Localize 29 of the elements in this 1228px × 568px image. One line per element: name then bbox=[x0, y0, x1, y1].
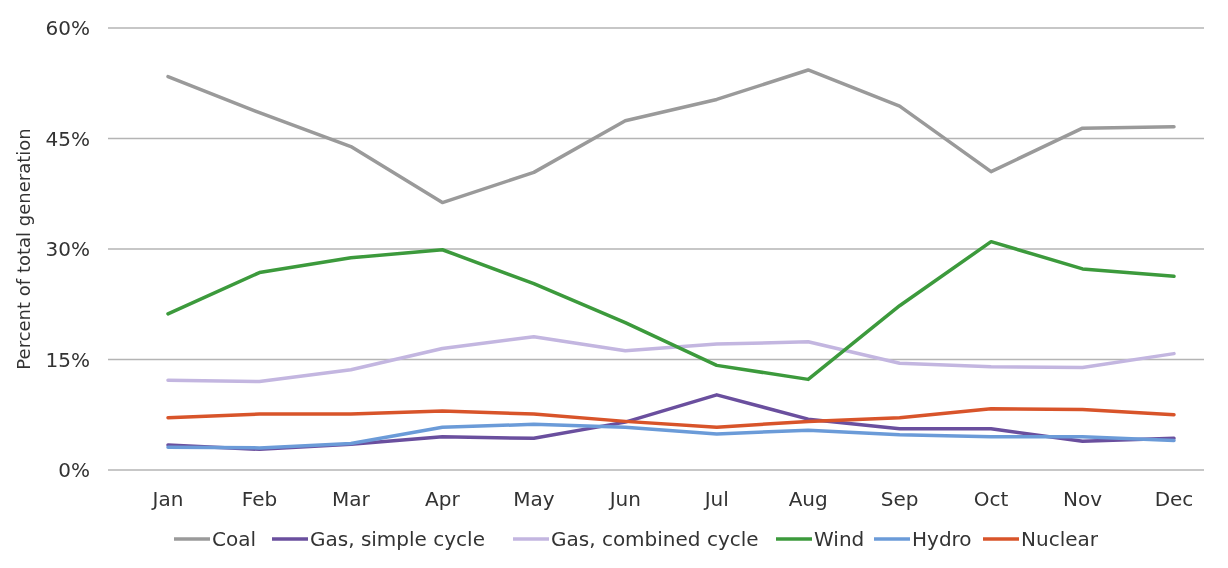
x-tick-label: Nov bbox=[1063, 487, 1103, 511]
line-series bbox=[166, 68, 1176, 205]
line-series bbox=[166, 407, 1176, 430]
legend-label: Wind bbox=[814, 527, 865, 551]
x-tick-label: Jul bbox=[702, 487, 729, 511]
x-tick-label: Sep bbox=[880, 487, 919, 511]
x-tick-label: Jan bbox=[150, 487, 184, 511]
y-tick-label: 15% bbox=[45, 347, 90, 372]
x-tick-label: May bbox=[513, 487, 555, 511]
line-series bbox=[166, 239, 1176, 382]
legend-label: Nuclear bbox=[1021, 527, 1099, 551]
x-tick-label: Jun bbox=[607, 487, 641, 511]
x-tick-label: Mar bbox=[332, 487, 371, 511]
legend-label: Gas, combined cycle bbox=[551, 527, 759, 551]
y-tick-label: 30% bbox=[45, 237, 90, 261]
y-axis-title: Percent of total generation bbox=[13, 128, 34, 370]
legend-label: Gas, simple cycle bbox=[310, 527, 485, 551]
line-series bbox=[166, 334, 1176, 384]
x-tick-label: Feb bbox=[241, 487, 278, 511]
y-tick-label: 60% bbox=[45, 16, 90, 40]
line-series bbox=[166, 422, 1176, 450]
y-tick-label: 0% bbox=[58, 458, 90, 482]
x-tick-label: Dec bbox=[1154, 487, 1194, 511]
x-tick-label: Oct bbox=[973, 487, 1009, 511]
x-tick-label: Apr bbox=[425, 487, 461, 511]
legend-label: Hydro bbox=[912, 527, 972, 551]
y-tick-label: 45% bbox=[45, 126, 90, 151]
legend-label: Coal bbox=[212, 527, 257, 551]
x-tick-label: Aug bbox=[788, 487, 828, 511]
